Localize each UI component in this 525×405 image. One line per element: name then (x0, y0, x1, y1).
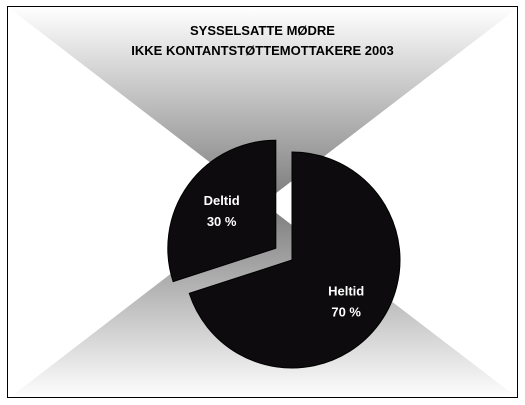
slice-label-deltid: Deltid (204, 193, 240, 208)
chart-frame: Heltid 70 % Deltid 30 % SYSSELSATTE MØDRE I… (7, 6, 518, 398)
chart-title-line-1: SYSSELSATTE MØDRE (190, 23, 335, 38)
slice-value-heltid: 70 % (331, 304, 361, 319)
pie-slice-deltid (167, 139, 277, 283)
pie-slices (167, 139, 401, 369)
chart-title-line-2: IKKE KONTANTSTØTTEMOTTAKERE 2003 (131, 43, 394, 58)
pie-slice-heltid (188, 151, 401, 369)
slice-value-deltid: 30 % (207, 214, 237, 229)
pie-chart: Heltid 70 % Deltid 30 % (8, 7, 517, 397)
slice-labels: Heltid 70 % Deltid 30 % (204, 193, 365, 319)
slice-label-heltid: Heltid (328, 283, 364, 298)
